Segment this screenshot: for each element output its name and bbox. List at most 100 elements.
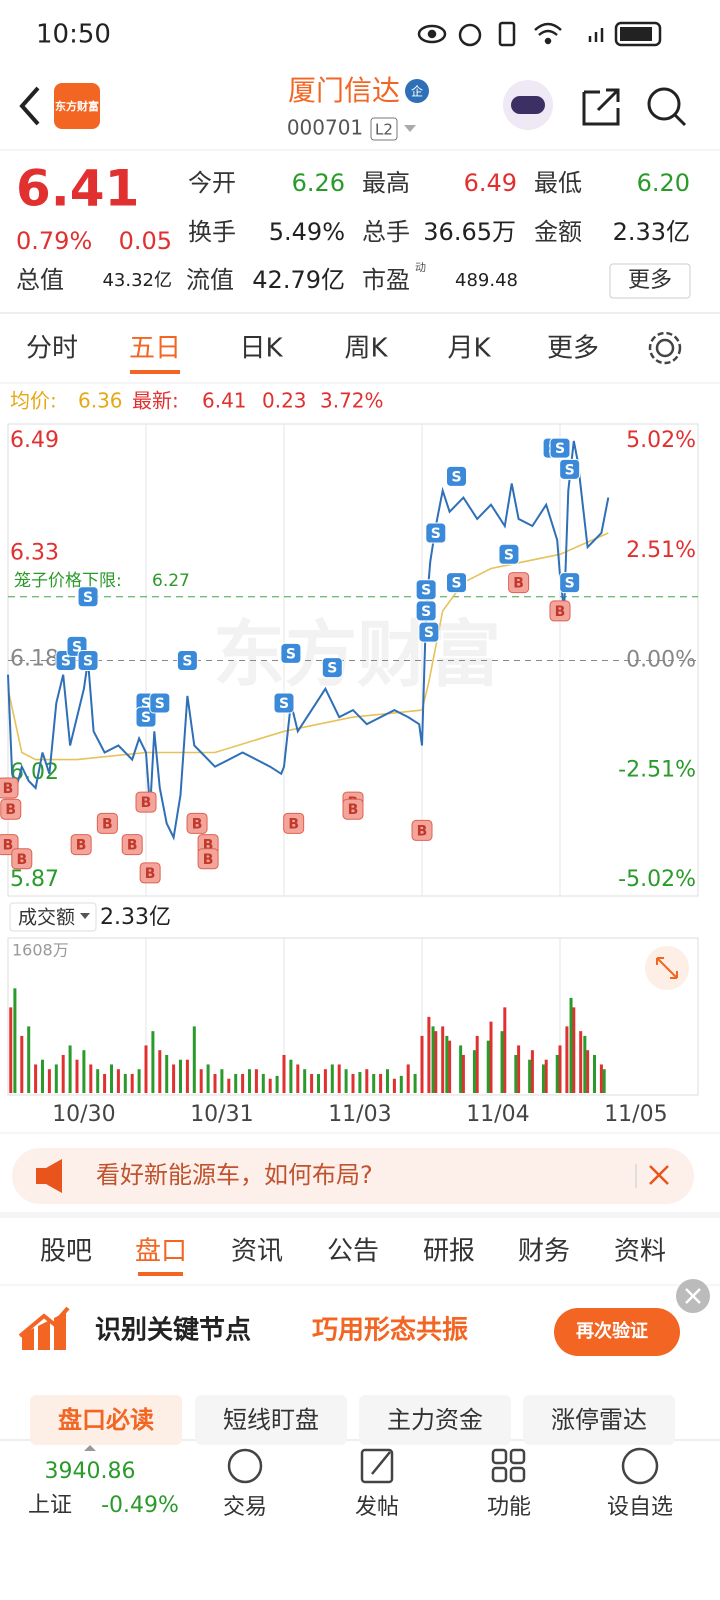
signal: S bbox=[425, 522, 447, 544]
detail-tab-underline bbox=[138, 1272, 183, 1276]
signal: S bbox=[498, 543, 520, 565]
sub-tab[interactable]: 主力资金 bbox=[387, 1406, 483, 1434]
sub-tab-bg[interactable] bbox=[523, 1395, 675, 1445]
code-dropdown[interactable] bbox=[404, 125, 416, 132]
signal: S bbox=[559, 458, 581, 480]
signal: S bbox=[149, 692, 171, 714]
signal-label: B bbox=[203, 852, 214, 868]
sub-tab-bg[interactable] bbox=[195, 1395, 347, 1445]
volume-total: 2.33亿 bbox=[100, 905, 171, 930]
signal-label: B bbox=[76, 838, 87, 854]
robot-face bbox=[511, 96, 545, 114]
signal-box bbox=[96, 812, 118, 834]
signal-label: S bbox=[565, 576, 575, 592]
volume-bar bbox=[213, 1073, 217, 1093]
x-tick-label: 10/31 bbox=[190, 1102, 253, 1127]
detail-tab[interactable]: 财务 bbox=[518, 1237, 570, 1267]
chart-tab[interactable]: 日K bbox=[239, 334, 283, 364]
volume-bar bbox=[123, 1073, 127, 1093]
signal-box bbox=[197, 848, 219, 870]
volume-max-label: 1608万 bbox=[12, 941, 69, 960]
nav-item[interactable]: 功能 bbox=[487, 1495, 531, 1520]
volume-bar bbox=[144, 1045, 148, 1093]
cage-limit-label: 笼子价格下限: bbox=[14, 571, 122, 591]
volume-bar bbox=[365, 1069, 369, 1093]
signal: S bbox=[176, 650, 198, 671]
detail-tab[interactable]: 股吧 bbox=[40, 1237, 92, 1267]
promo-button[interactable] bbox=[554, 1308, 680, 1356]
field-label: 总值 bbox=[16, 266, 64, 294]
sub-tab-bg[interactable] bbox=[359, 1395, 511, 1445]
chart-tab[interactable]: 月K bbox=[447, 334, 491, 364]
settings-button[interactable] bbox=[648, 331, 682, 365]
y-tick-label: 5.87 bbox=[10, 867, 59, 892]
signal: B bbox=[11, 848, 33, 870]
bottom-nav bbox=[0, 1440, 720, 1600]
volume-bar bbox=[61, 1054, 65, 1093]
sub-tab[interactable]: 短线盯盘 bbox=[223, 1406, 319, 1434]
sub-tab-bg[interactable] bbox=[30, 1395, 182, 1445]
volume-bar bbox=[206, 1064, 210, 1093]
signal-box bbox=[0, 798, 22, 820]
status-icons bbox=[417, 21, 662, 47]
signal-box bbox=[77, 650, 99, 671]
price-line bbox=[7, 440, 610, 841]
volume-bar bbox=[172, 1064, 176, 1093]
chart-tab[interactable]: 五日 bbox=[129, 334, 181, 364]
search-button[interactable] bbox=[647, 87, 687, 127]
detail-tab[interactable]: 公告 bbox=[327, 1237, 379, 1267]
nav-item[interactable]: 交易 bbox=[223, 1495, 267, 1520]
sub-tab[interactable]: 涨停雷达 bbox=[551, 1406, 647, 1434]
nav-item[interactable]: 设自选 bbox=[607, 1495, 673, 1520]
y-tick-label: 6.33 bbox=[10, 540, 59, 565]
field-value: 42.79亿 bbox=[252, 266, 345, 294]
volume-bar bbox=[579, 1031, 583, 1093]
banner[interactable] bbox=[12, 1148, 694, 1204]
chart-tab[interactable]: 更多 bbox=[547, 334, 599, 364]
detail-tab[interactable]: 研报 bbox=[423, 1237, 475, 1267]
signal: S bbox=[77, 586, 99, 608]
avg-line bbox=[7, 532, 609, 761]
volume-bar bbox=[20, 1035, 24, 1093]
volume-selector[interactable] bbox=[9, 902, 97, 932]
signal: S bbox=[446, 465, 467, 487]
detail-tab[interactable]: 盘口 bbox=[135, 1237, 187, 1267]
watermark: 东方财富 bbox=[213, 613, 501, 697]
chart-tab[interactable]: 分时 bbox=[26, 334, 78, 364]
volume-bar bbox=[372, 1073, 376, 1093]
nav-item[interactable]: 发帖 bbox=[355, 1495, 399, 1520]
chart-tab[interactable]: 周K bbox=[344, 334, 388, 364]
promo-button-label[interactable]: 再次验证 bbox=[576, 1320, 648, 1342]
signal-label: B bbox=[513, 576, 524, 592]
change-pct: 0.79% bbox=[16, 227, 92, 255]
volume-bar bbox=[234, 1073, 238, 1093]
x-tick-label: 11/05 bbox=[604, 1102, 667, 1127]
volume-bar bbox=[351, 1073, 355, 1093]
y2-tick-label: 5.02% bbox=[626, 428, 696, 453]
signal-box bbox=[342, 798, 364, 820]
volume-bar bbox=[541, 1064, 545, 1093]
volume-bar bbox=[445, 1035, 449, 1093]
detail-tab[interactable]: 资讯 bbox=[231, 1237, 283, 1267]
latest-change-pct: 3.72% bbox=[320, 389, 384, 413]
stock-code: 000701 bbox=[287, 116, 363, 140]
back-button[interactable] bbox=[19, 86, 40, 126]
volume-bar bbox=[514, 1054, 518, 1093]
more-button[interactable] bbox=[609, 263, 691, 299]
signal-box bbox=[0, 777, 19, 799]
share-button[interactable] bbox=[582, 88, 620, 126]
volume-bar bbox=[310, 1073, 314, 1093]
banner-text[interactable]: 看好新能源车，如何布局? bbox=[96, 1161, 373, 1189]
more-label[interactable]: 更多 bbox=[628, 268, 672, 293]
signal-box bbox=[549, 437, 571, 459]
signal: S bbox=[418, 621, 440, 643]
sub-tab[interactable]: 盘口必读 bbox=[58, 1406, 154, 1434]
detail-tab[interactable]: 资料 bbox=[614, 1237, 666, 1267]
signal-box bbox=[549, 600, 571, 622]
field-value: 489.48 bbox=[455, 270, 518, 291]
signal-box bbox=[498, 543, 520, 565]
signal-box bbox=[559, 458, 581, 480]
signal-label: S bbox=[555, 441, 565, 457]
banner-close[interactable] bbox=[649, 1165, 669, 1185]
